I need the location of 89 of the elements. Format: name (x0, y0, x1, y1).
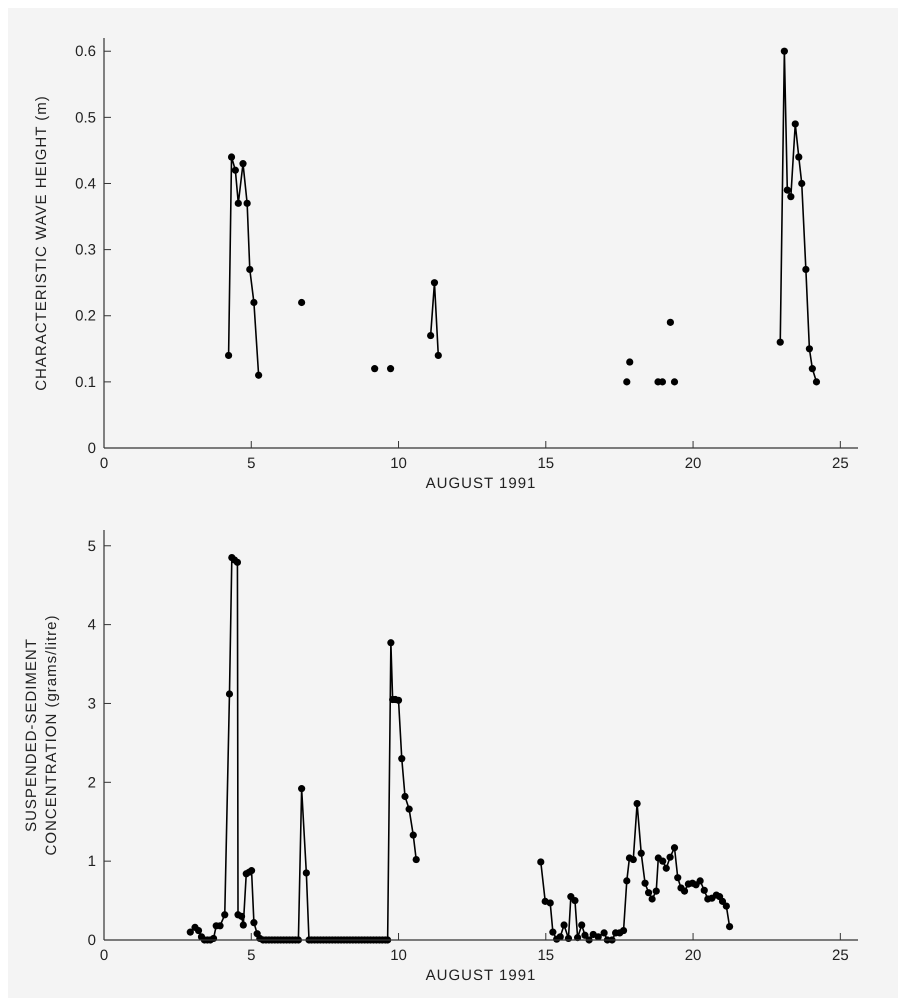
point (386, 365, 394, 372)
y-tick-label: 0 (88, 440, 96, 457)
point (680, 888, 688, 895)
point (718, 898, 726, 905)
point (648, 895, 656, 903)
point (641, 880, 649, 887)
point (298, 298, 306, 306)
point (620, 926, 628, 934)
point (674, 874, 682, 882)
y-tick-label: 0.4 (75, 175, 96, 192)
x-tick-label: 5 (247, 947, 256, 964)
y-tick-label: 0.5 (75, 109, 96, 126)
point (630, 856, 637, 864)
point (371, 365, 378, 372)
point (662, 864, 670, 872)
y-tick-label: 2 (88, 774, 96, 792)
point (623, 877, 630, 884)
point (594, 933, 602, 940)
x-tick-label: 15 (537, 947, 554, 964)
point (652, 888, 660, 895)
x-tick-label: 25 (832, 455, 849, 472)
x-tick-label: 25 (832, 947, 849, 964)
point (795, 153, 802, 161)
point (560, 921, 568, 929)
point (430, 279, 438, 286)
point (537, 858, 544, 866)
x-axis-title: AUGUST 1991 (426, 967, 536, 984)
point (776, 338, 784, 346)
point (234, 200, 242, 207)
y-tick-label: 0.3 (75, 242, 96, 259)
point (239, 160, 247, 168)
point (250, 298, 258, 306)
y-tick-label: 0 (88, 932, 96, 949)
point (578, 921, 586, 929)
point (802, 266, 810, 274)
point (808, 365, 816, 372)
y-tick-label: 0.1 (75, 374, 96, 391)
x-tick-label: 15 (537, 455, 554, 472)
point (666, 854, 674, 861)
y-tick-label: 0.2 (75, 308, 96, 325)
y-tick-label: 1 (88, 853, 96, 870)
point (784, 186, 791, 194)
point (626, 358, 634, 366)
x-axis-title: AUGUST 1991 (426, 475, 536, 492)
point (787, 193, 794, 200)
x-tick-label: 5 (247, 455, 256, 472)
y-axis-title: SUSPENDED-SEDIMENT CONCENTRATION (grams/litre) (23, 614, 60, 856)
point (812, 378, 820, 386)
point (224, 352, 232, 360)
point (600, 929, 608, 937)
point (696, 877, 704, 884)
y-tick-label: 3 (88, 695, 96, 712)
point (255, 372, 262, 379)
point (556, 933, 564, 940)
x-tick-label: 0 (100, 947, 108, 964)
point (670, 844, 678, 852)
y-tick-label: 0.6 (75, 43, 96, 60)
y-axis-title: CHARACTERISTIC WAVE HEIGHT (m) (33, 95, 50, 391)
point (427, 332, 434, 340)
point (798, 180, 806, 188)
point (634, 800, 641, 808)
point (549, 928, 556, 936)
point (434, 352, 442, 360)
y-tick-label: 5 (88, 538, 96, 555)
point (232, 166, 239, 174)
point (228, 153, 236, 161)
point (244, 200, 251, 207)
point (546, 899, 554, 907)
point (659, 858, 666, 865)
point (571, 896, 579, 904)
point (644, 889, 652, 896)
point (638, 850, 645, 857)
point (700, 886, 708, 894)
point (623, 378, 630, 386)
point (722, 902, 730, 910)
x-tick-label: 0 (100, 455, 108, 472)
point (246, 266, 254, 274)
x-tick-label: 20 (684, 947, 702, 964)
point (581, 932, 589, 939)
x-tick-label: 10 (390, 455, 407, 472)
x-tick-label: 20 (684, 455, 702, 472)
x-tick-label: 10 (390, 947, 407, 964)
point (726, 922, 734, 930)
point (780, 48, 788, 55)
point (666, 318, 674, 326)
y-tick-label: 4 (88, 616, 96, 634)
point (670, 378, 678, 386)
point (792, 120, 799, 128)
point (806, 345, 813, 352)
